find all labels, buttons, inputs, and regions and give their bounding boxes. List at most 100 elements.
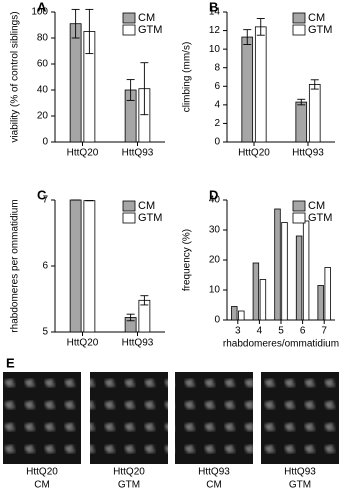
x-tick-label: HttQ20	[67, 148, 99, 159]
bar	[252, 262, 260, 321]
legend-label: GTM	[308, 24, 332, 36]
error-bar	[310, 79, 319, 90]
caption: HttQ20	[113, 467, 145, 478]
legend-swatch	[122, 200, 136, 212]
y-axis-label: viability (% of control siblings)	[10, 11, 21, 142]
legend-swatch	[292, 24, 306, 36]
x-tick-label: 5	[278, 326, 284, 337]
bar	[241, 36, 254, 143]
panel-e-images	[3, 372, 339, 464]
y-tick-label: 0	[214, 137, 220, 148]
panel-letter: B	[209, 0, 218, 14]
bar	[295, 101, 308, 143]
bar	[83, 200, 96, 333]
y-tick-label: 8	[214, 62, 220, 73]
panel-letter: C	[37, 187, 47, 202]
bar	[259, 279, 267, 321]
error-bar	[256, 18, 265, 36]
y-tick-label: 20	[209, 255, 221, 266]
caption: GTM	[118, 480, 140, 491]
bar	[69, 199, 82, 333]
panel-letter: E	[6, 355, 15, 370]
y-tick-label: 60	[37, 59, 49, 70]
bar	[281, 222, 288, 321]
caption: HttQ93	[198, 467, 230, 478]
error-bar	[71, 8, 80, 39]
y-axis-label: climbing (mm/s)	[182, 42, 193, 113]
y-tick-label: 30	[209, 225, 221, 236]
bar	[324, 267, 331, 321]
y-tick-label: 12	[209, 25, 221, 36]
panel-letter: D	[209, 187, 218, 202]
y-tick-label: 6	[42, 261, 48, 272]
legend-swatch	[292, 212, 306, 224]
x-tick-label: HttQ20	[67, 338, 99, 349]
error-bar	[85, 8, 94, 55]
x-tick-label: 4	[257, 326, 263, 337]
y-tick-label: 0	[214, 315, 220, 326]
bar	[69, 23, 82, 143]
legend-swatch	[292, 200, 306, 212]
error-bar	[140, 62, 149, 116]
caption: CM	[206, 480, 222, 491]
y-tick-label: 4	[214, 99, 220, 110]
legend-label: CM	[138, 12, 155, 24]
legend-label: GTM	[308, 212, 332, 224]
y-tick-label: 20	[37, 111, 49, 122]
x-axis-label: rhabdomeres/ommatidium	[223, 339, 339, 350]
bar	[274, 208, 281, 321]
micrograph	[175, 372, 253, 464]
error-bar	[243, 29, 252, 45]
legend-label: CM	[138, 200, 155, 212]
error-bar	[140, 295, 149, 306]
y-axis-label: frequency (%)	[182, 229, 193, 291]
error-bar	[126, 79, 135, 101]
y-tick-label: 7	[42, 195, 48, 206]
bar	[302, 220, 310, 321]
legend-label: GTM	[138, 24, 162, 36]
legend-swatch	[292, 12, 306, 24]
x-tick-label: 6	[300, 326, 306, 337]
y-tick-label: 10	[209, 44, 221, 55]
y-tick-label: 2	[214, 118, 220, 129]
caption: HttQ20	[26, 467, 58, 478]
y-tick-label: 10	[209, 285, 221, 296]
legend-swatch	[122, 212, 136, 224]
y-tick-label: 5	[42, 327, 48, 338]
y-tick-label: 80	[37, 33, 49, 44]
x-tick-label: HttQ93	[292, 148, 324, 159]
y-axis-label: rhabdomeres per ommatidium	[10, 199, 21, 332]
legend-label: CM	[308, 200, 325, 212]
error-bar	[297, 98, 306, 106]
bar	[238, 310, 245, 321]
micrograph	[261, 372, 339, 464]
legend-swatch	[122, 24, 136, 36]
x-tick-label: 7	[321, 326, 327, 337]
bar	[295, 235, 303, 321]
bar	[254, 26, 267, 143]
y-tick-label: 0	[42, 137, 48, 148]
caption: GTM	[289, 480, 311, 491]
legend-label: GTM	[138, 212, 162, 224]
micrograph	[3, 372, 81, 464]
legend-label: CM	[308, 12, 325, 24]
bar	[231, 306, 238, 321]
legend-swatch	[122, 12, 136, 24]
panel-letter: A	[37, 0, 47, 14]
micrograph	[90, 372, 168, 464]
y-tick-label: 40	[209, 195, 221, 206]
x-tick-label: HttQ20	[238, 148, 270, 159]
x-tick-label: HttQ93	[122, 148, 154, 159]
bar	[317, 285, 324, 321]
x-tick-label: 3	[235, 326, 241, 337]
error-bar	[126, 313, 135, 322]
caption: HttQ93	[284, 467, 316, 478]
y-tick-label: 40	[37, 85, 49, 96]
x-tick-label: HttQ93	[122, 338, 154, 349]
y-tick-label: 100	[31, 7, 48, 18]
y-tick-label: 6	[214, 81, 220, 92]
y-tick-label: 14	[209, 7, 221, 18]
bar	[308, 84, 321, 143]
